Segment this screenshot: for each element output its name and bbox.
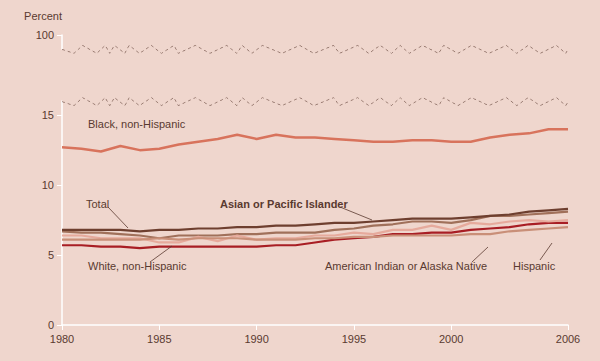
svg-text:1990: 1990 [244, 333, 268, 345]
svg-text:2000: 2000 [439, 333, 463, 345]
svg-text:1980: 1980 [50, 333, 74, 345]
svg-text:100: 100 [36, 29, 54, 41]
svg-text:Asian or Pacific Islander: Asian or Pacific Islander [220, 198, 348, 210]
svg-text:10: 10 [42, 179, 54, 191]
svg-text:Total: Total [86, 198, 109, 210]
svg-text:White, non-Hispanic: White, non-Hispanic [88, 260, 187, 272]
svg-text:Black, non-Hispanic: Black, non-Hispanic [88, 118, 186, 130]
svg-text:American Indian or Alaska Nati: American Indian or Alaska Native [325, 260, 487, 272]
svg-text:Percent: Percent [24, 10, 62, 22]
svg-text:15: 15 [42, 109, 54, 121]
svg-text:2006: 2006 [556, 333, 580, 345]
svg-text:1985: 1985 [147, 333, 171, 345]
svg-text:1995: 1995 [342, 333, 366, 345]
svg-text:Hispanic: Hispanic [513, 260, 556, 272]
svg-text:0: 0 [48, 319, 54, 331]
svg-text:5: 5 [48, 249, 54, 261]
